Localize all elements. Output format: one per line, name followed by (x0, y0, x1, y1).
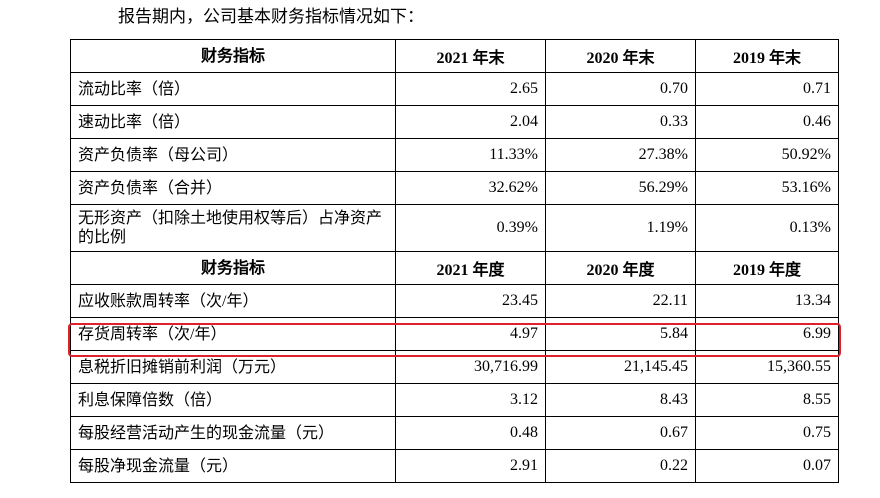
table-row: 每股经营活动产生的现金流量（元） 0.48 0.67 0.75 (70, 416, 839, 450)
table-row: 财务指标 2021 年度 2020 年度 2019 年度 (70, 251, 839, 285)
table-row: 资产负债率（母公司） 11.33% 27.38% 50.92% (70, 138, 839, 172)
row-label: 利息保障倍数（倍） (70, 383, 396, 417)
cell-value: 2020 年末 (545, 39, 696, 73)
row-label: 应收账款周转率（次/年） (70, 284, 396, 318)
table-row: 流动比率（倍） 2.65 0.70 0.71 (70, 72, 839, 106)
cell-value: 0.07 (695, 449, 839, 483)
cell-value: 0.67 (545, 416, 696, 450)
table-row: 财务指标 2021 年末 2020 年末 2019 年末 (70, 39, 839, 73)
table-row: 资产负债率（合并） 32.62% 56.29% 53.16% (70, 171, 839, 205)
cell-value: 22.11 (545, 284, 696, 318)
cell-value: 50.92% (695, 138, 839, 172)
row-label: 存货周转率（次/年） (70, 317, 396, 351)
cell-value: 0.22 (545, 449, 696, 483)
row-label: 资产负债率（合并） (70, 171, 396, 205)
cell-value: 0.71 (695, 72, 839, 106)
cell-value: 8.55 (695, 383, 839, 417)
cell-value: 2021 年末 (395, 39, 546, 73)
cell-value: 56.29% (545, 171, 696, 205)
cell-value: 2019 年末 (695, 39, 839, 73)
cell-value: 0.39% (395, 204, 546, 252)
row-label: 流动比率（倍） (70, 72, 396, 106)
cell-value: 2020 年度 (545, 251, 696, 285)
cell-value: 32.62% (395, 171, 546, 205)
table-row: 无形资产（扣除土地使用权等后）占净资产的比例 0.39% 1.19% 0.13% (70, 204, 839, 252)
cell-value: 3.12 (395, 383, 546, 417)
cell-value: 4.97 (395, 317, 546, 351)
cell-value: 53.16% (695, 171, 839, 205)
cell-value: 0.46 (695, 105, 839, 139)
cell-value: 2021 年度 (395, 251, 546, 285)
row-label: 财务指标 (70, 251, 396, 285)
row-label: 财务指标 (70, 39, 396, 73)
row-label: 每股经营活动产生的现金流量（元） (70, 416, 396, 450)
table-row: 应收账款周转率（次/年） 23.45 22.11 13.34 (70, 284, 839, 318)
cell-value: 2.91 (395, 449, 546, 483)
intro-text: 报告期内，公司基本财务指标情况如下： (118, 7, 424, 26)
row-label: 速动比率（倍） (70, 105, 396, 139)
cell-value: 0.75 (695, 416, 839, 450)
highlight-box (68, 323, 841, 357)
cell-value: 0.13% (695, 204, 839, 252)
cell-value: 8.43 (545, 383, 696, 417)
cell-value: 0.48 (395, 416, 546, 450)
table-body: 财务指标 2021 年末 2020 年末 2019 年末 流动比率（倍） 2.65 0.70… (70, 39, 839, 483)
table-row: 利息保障倍数（倍） 3.12 8.43 8.55 (70, 383, 839, 417)
row-label: 每股净现金流量（元） (70, 449, 396, 483)
cell-value: 2.65 (395, 72, 546, 106)
table-row: 每股净现金流量（元） 2.91 0.22 0.07 (70, 449, 839, 483)
cell-value: 1.19% (545, 204, 696, 252)
row-label: 无形资产（扣除土地使用权等后）占净资产的比例 (70, 204, 396, 252)
table-row: 速动比率（倍） 2.04 0.33 0.46 (70, 105, 839, 139)
cell-value: 23.45 (395, 284, 546, 318)
cell-value: 2019 年度 (695, 251, 839, 285)
cell-value: 13.34 (695, 284, 839, 318)
cell-value: 27.38% (545, 138, 696, 172)
financial-table: 财务指标 2021 年末 2020 年末 2019 年末 流动比率（倍） 2.65 0.70… (70, 39, 839, 483)
table-row: 存货周转率（次/年） 4.97 5.84 6.99 (70, 317, 839, 351)
cell-value: 2.04 (395, 105, 546, 139)
cell-value: 0.33 (545, 105, 696, 139)
row-label: 资产负债率（母公司） (70, 138, 396, 172)
cell-value: 0.70 (545, 72, 696, 106)
cell-value: 6.99 (695, 317, 839, 351)
cell-value: 11.33% (395, 138, 546, 172)
